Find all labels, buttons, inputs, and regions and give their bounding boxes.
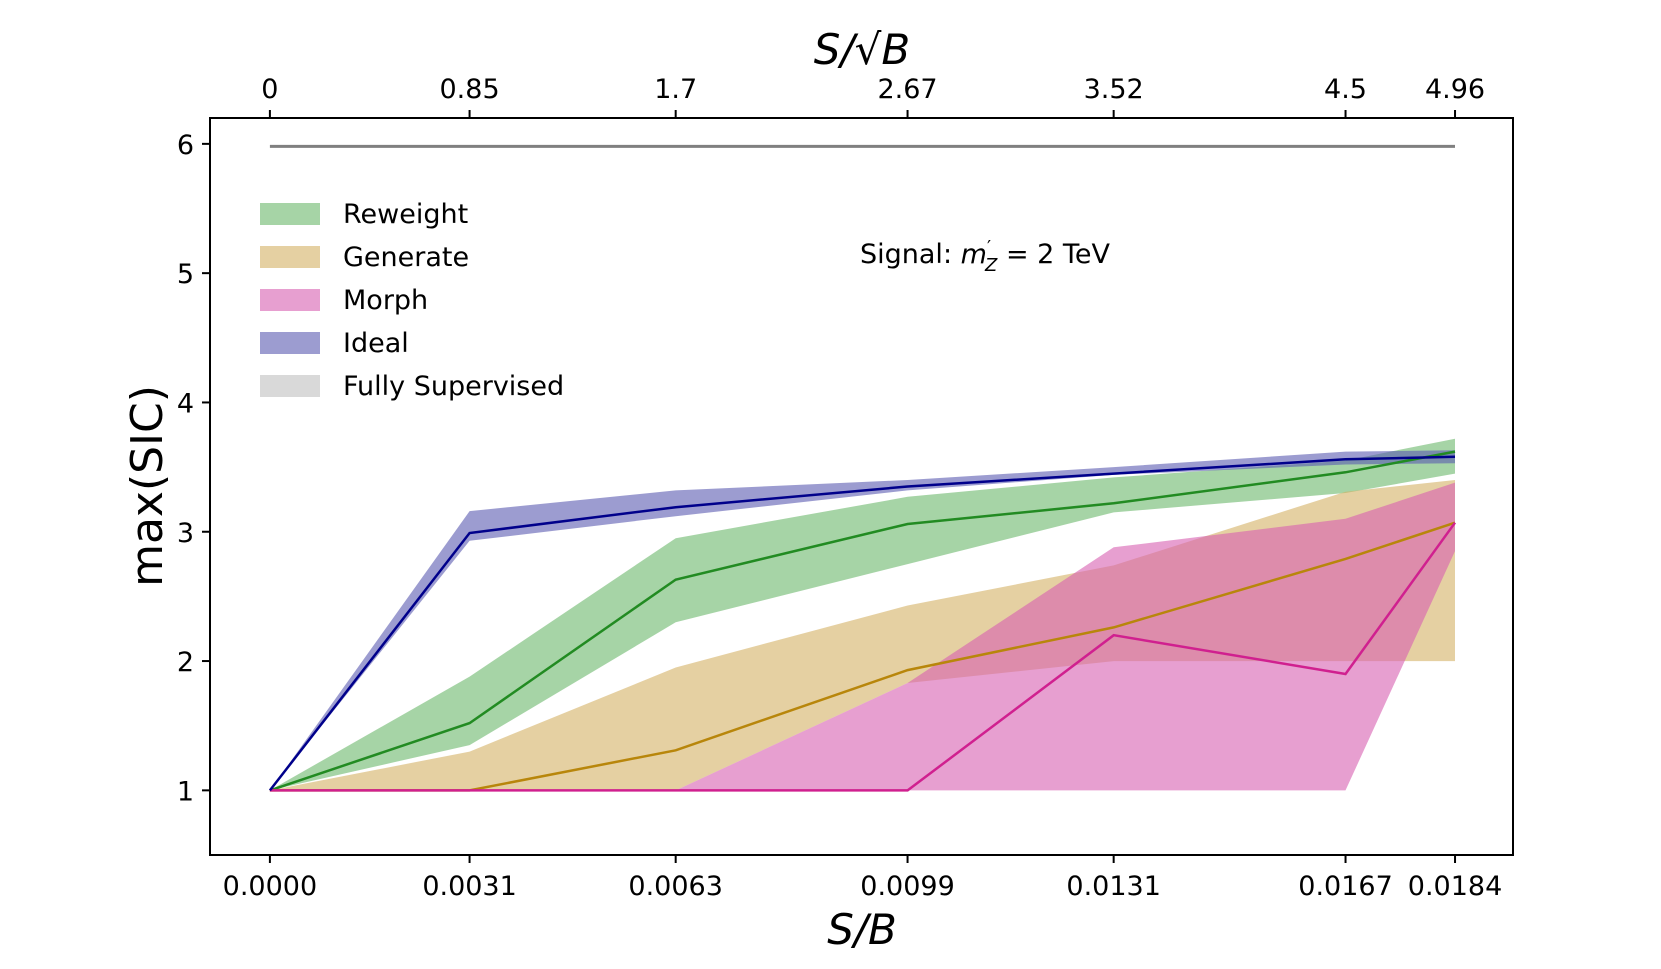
x-tick-label: 0.0063 [628,871,722,902]
x-tick-label: 0.0184 [1408,871,1502,902]
annotation-prefix: Signal: [860,239,961,270]
y-tick-label: 2 [177,647,194,678]
y-tick-label: 1 [177,776,194,807]
legend-label-reweight: Reweight [343,199,468,230]
top-tick-label: 1.7 [654,74,697,105]
y-tick-label: 5 [177,259,194,290]
y-tick-label: 4 [177,388,194,419]
x-axis-ticks: 0.0000 0.0031 0.0063 0.0099 0.0131 0.0167 0.01… [223,855,1502,902]
top-axis-label-text: S/√B [814,25,910,74]
line-ideal [268,455,1456,792]
y-axis-ticks: 1 2 3 4 5 6 [177,130,210,807]
top-tick-label: 4.5 [1324,74,1367,105]
annotation-subscript: Z [984,255,998,276]
top-tick-label: 2.67 [877,74,937,105]
legend-swatch-generate [260,246,320,268]
top-tick-label: 4.96 [1425,74,1485,105]
top-tick-label: 0.85 [440,74,500,105]
legend-swatch-fully-supervised [260,375,320,397]
band-morph [269,482,1455,791]
legend-swatch-reweight [260,203,320,225]
line-morph [269,521,1457,792]
annotation-suffix: = 2 TeV [997,239,1110,270]
annotation-superscript: ′ [987,237,991,258]
x-tick-label: 0.0167 [1298,871,1392,902]
x-tick-label: 0.0000 [223,871,317,902]
top-tick-label: 0 [261,74,278,105]
legend: Reweight Generate Morph Ideal Fully Supervis… [260,199,564,402]
annotation-symbol: m [961,239,987,270]
legend-label-fully-supervised: Fully Supervised [343,371,564,402]
top-axis-label: S/√B [814,25,910,74]
y-tick-label: 6 [177,130,194,161]
x-axis-label: S/B [827,905,897,954]
top-axis-ticks: 0 0.85 1.7 2.67 3.52 4.5 4.96 [261,74,1485,118]
legend-label-ideal: Ideal [343,328,409,359]
plot-frame [209,117,1514,856]
line-reweight [269,450,1456,792]
legend-label-generate: Generate [343,242,469,273]
x-tick-label: 0.0131 [1066,871,1160,902]
top-tick-label: 3.52 [1084,74,1144,105]
series-lines [268,144,1457,792]
legend-swatch-morph [260,289,320,311]
y-axis-label: max(SIC) [122,385,173,587]
legend-label-morph: Morph [343,285,428,316]
legend-swatch-ideal [260,332,320,354]
y-tick-label: 3 [177,518,194,549]
x-tick-label: 0.0031 [422,871,516,902]
x-tick-label: 0.0099 [860,871,954,902]
signal-annotation: Signal: m′ Z = 2 TeV [860,237,1110,276]
